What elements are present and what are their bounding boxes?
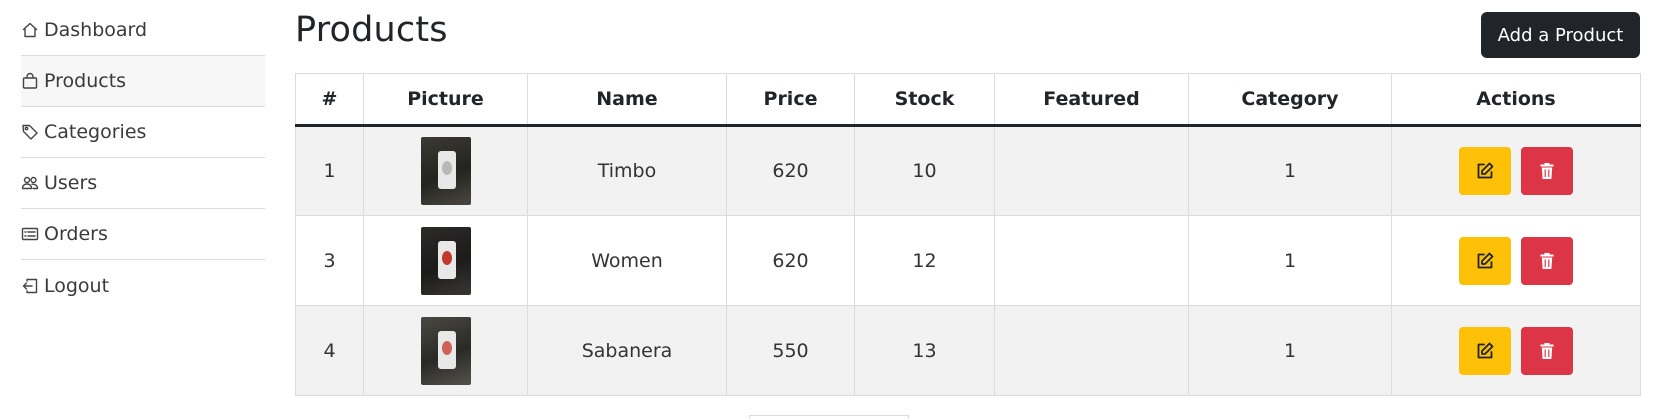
cell-id: 3 <box>295 215 364 306</box>
cell-name: Women <box>527 215 727 306</box>
cell-picture <box>363 215 528 306</box>
delete-button[interactable] <box>1521 236 1573 285</box>
sidebar-item-label: Orders <box>44 223 108 245</box>
column-header-category: Category <box>1188 73 1392 127</box>
cell-category: 1 <box>1188 305 1392 396</box>
cell-category: 1 <box>1188 125 1392 216</box>
table-row: 4 Sabanera 550 13 1 <box>295 305 1641 396</box>
table-row: 3 Women 620 12 1 <box>295 215 1641 306</box>
edit-button[interactable] <box>1459 326 1511 375</box>
add-product-button[interactable]: Add a Product <box>1481 12 1640 58</box>
box-arrow-in-left-icon <box>21 277 39 295</box>
pencil-square-icon <box>1477 252 1494 268</box>
cell-actions <box>1391 125 1641 216</box>
pagination <box>749 415 909 419</box>
sidebar-item-categories[interactable]: Categories <box>21 107 265 158</box>
page-title: Products <box>295 10 448 50</box>
people-icon <box>21 174 39 192</box>
cell-price: 620 <box>726 215 855 306</box>
cell-stock: 12 <box>854 215 995 306</box>
table-header-row: # Picture Name Price Stock Featured Cate… <box>295 73 1641 127</box>
edit-button[interactable] <box>1459 236 1511 285</box>
column-header-stock: Stock <box>854 73 995 127</box>
trash-icon <box>1540 342 1554 359</box>
cell-featured <box>994 215 1189 306</box>
products-table: # Picture Name Price Stock Featured Cate… <box>295 73 1641 396</box>
sidebar-item-dashboard[interactable]: Dashboard <box>21 5 265 56</box>
products-table-container: # Picture Name Price Stock Featured Cate… <box>295 73 1641 396</box>
cell-featured <box>994 125 1189 216</box>
bag-icon <box>21 72 39 90</box>
cell-picture <box>363 125 528 216</box>
delete-button[interactable] <box>1521 326 1573 375</box>
cell-id: 1 <box>295 125 364 216</box>
cell-actions <box>1391 305 1641 396</box>
cell-price: 550 <box>726 305 855 396</box>
cell-price: 620 <box>726 125 855 216</box>
cell-name: Timbo <box>527 125 727 216</box>
sidebar-item-label: Logout <box>44 274 110 297</box>
column-header-name: Name <box>527 73 727 127</box>
sidebar-item-label: Users <box>44 172 98 194</box>
table-row: 1 Timbo 620 10 1 <box>295 125 1641 216</box>
delete-button[interactable] <box>1521 147 1573 195</box>
product-thumbnail[interactable] <box>420 226 471 295</box>
sidebar-item-users[interactable]: Users <box>21 158 265 209</box>
cell-stock: 13 <box>854 305 995 396</box>
cell-featured <box>994 305 1189 396</box>
sidebar-item-label: Dashboard <box>44 19 148 41</box>
trash-icon <box>1540 252 1554 269</box>
pencil-square-icon <box>1477 342 1494 358</box>
cell-id: 4 <box>295 305 364 396</box>
card-list-icon <box>21 225 39 243</box>
column-header-id: # <box>295 73 364 127</box>
pencil-square-icon <box>1477 162 1494 179</box>
sidebar-item-label: Categories <box>44 121 147 143</box>
column-header-price: Price <box>726 73 855 127</box>
column-header-actions: Actions <box>1391 73 1641 127</box>
column-header-featured: Featured <box>994 73 1189 127</box>
product-thumbnail[interactable] <box>420 137 471 205</box>
cell-name: Sabanera <box>527 305 727 396</box>
edit-button[interactable] <box>1459 147 1511 195</box>
trash-icon <box>1540 163 1554 179</box>
tag-icon <box>21 123 39 141</box>
sidebar: Dashboard Products Categories Users Orde… <box>21 5 265 311</box>
sidebar-item-orders[interactable]: Orders <box>21 209 265 260</box>
sidebar-item-label: Products <box>44 70 127 92</box>
cell-stock: 10 <box>854 125 995 216</box>
cell-actions <box>1391 215 1641 306</box>
sidebar-item-logout[interactable]: Logout <box>21 260 265 311</box>
cell-picture <box>363 305 528 396</box>
product-thumbnail[interactable] <box>420 316 471 385</box>
house-icon <box>21 21 39 39</box>
sidebar-item-products[interactable]: Products <box>21 56 265 107</box>
cell-category: 1 <box>1188 215 1392 306</box>
column-header-picture: Picture <box>363 73 528 127</box>
